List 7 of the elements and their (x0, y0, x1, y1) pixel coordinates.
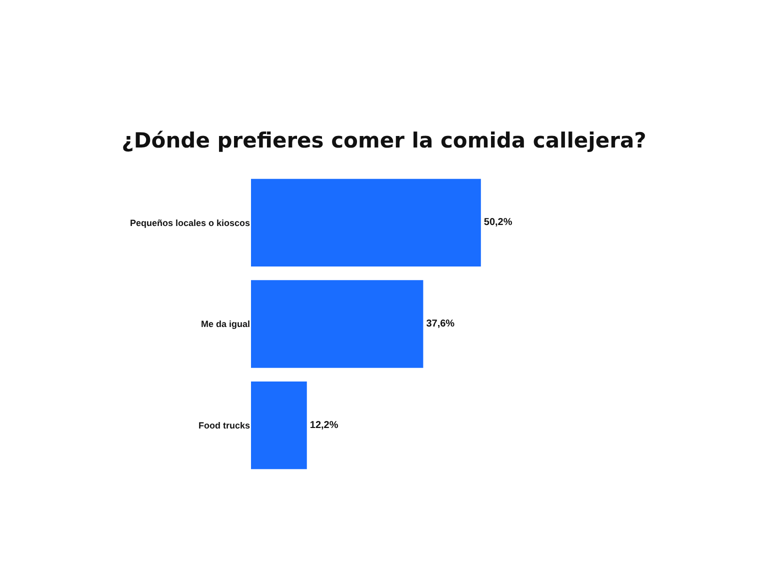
y-tick-label: Food trucks (198, 420, 250, 430)
data-label: 50,2% (484, 217, 512, 228)
data-label: 37,6% (426, 318, 455, 330)
y-tick-label: Me da igual (200, 319, 250, 330)
y-tick-label: Pequeños locales o kioscos (130, 218, 250, 228)
chart-title: ¿Dónde prefieres comer la comida callejera? (122, 128, 646, 153)
data-label: 12,2% (310, 420, 338, 431)
